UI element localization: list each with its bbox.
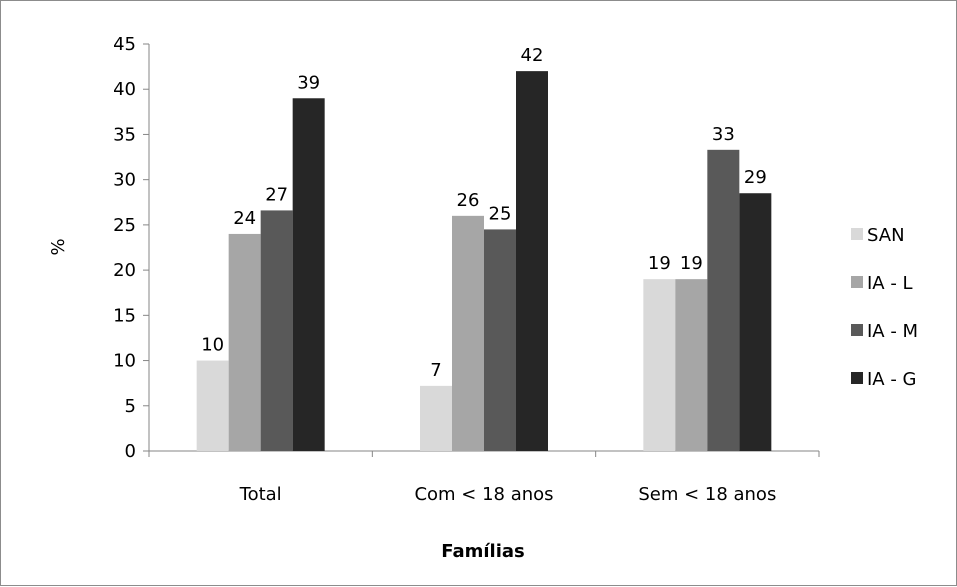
data-label: 7 bbox=[430, 360, 441, 381]
bar bbox=[484, 229, 516, 451]
bar bbox=[643, 279, 676, 451]
y-tick-label: 10 bbox=[113, 351, 136, 372]
bar bbox=[452, 215, 484, 451]
x-axis-title: Famílias bbox=[441, 541, 525, 562]
y-tick-label: 25 bbox=[113, 215, 136, 236]
data-label: 33 bbox=[712, 124, 735, 145]
y-tick-label: 40 bbox=[113, 79, 136, 100]
data-label: 29 bbox=[744, 167, 767, 188]
bar bbox=[196, 360, 229, 451]
data-label: 25 bbox=[489, 203, 512, 224]
bar bbox=[675, 279, 708, 451]
legend: SAN IA - L IA - M IA - G bbox=[851, 225, 918, 390]
data-label: 10 bbox=[201, 335, 224, 356]
data-label: 24 bbox=[233, 208, 256, 229]
y-tick-label: 45 bbox=[113, 34, 136, 55]
legend-swatch bbox=[851, 228, 863, 240]
bar bbox=[707, 149, 740, 451]
data-label: 39 bbox=[297, 72, 320, 93]
legend-swatch bbox=[851, 276, 863, 288]
y-tick-label: 20 bbox=[113, 260, 136, 281]
y-tick-label: 0 bbox=[125, 441, 136, 462]
y-axis-title: % bbox=[48, 238, 69, 255]
data-label: 42 bbox=[521, 45, 544, 66]
bar bbox=[420, 385, 452, 451]
x-category-label: Com < 18 anos bbox=[414, 484, 553, 505]
legend-label: IA - M bbox=[867, 321, 918, 342]
y-tick-label: 5 bbox=[125, 396, 136, 417]
legend-label: SAN bbox=[867, 225, 905, 246]
bar bbox=[260, 210, 293, 451]
y-axis: 0 5 10 15 20 25 30 35 40 45 bbox=[113, 34, 820, 462]
data-label: 19 bbox=[648, 253, 671, 274]
x-category-label: Total bbox=[239, 484, 282, 505]
y-tick-label: 30 bbox=[113, 170, 136, 191]
bar bbox=[739, 193, 772, 451]
y-tick-label: 35 bbox=[113, 124, 136, 145]
bar bbox=[228, 233, 261, 451]
bar bbox=[516, 71, 548, 451]
data-label: 27 bbox=[265, 184, 288, 205]
x-axis-categories: Total Com < 18 anos Sem < 18 anos bbox=[239, 484, 777, 505]
bar bbox=[292, 98, 325, 452]
data-label: 19 bbox=[680, 253, 703, 274]
data-label: 26 bbox=[457, 190, 480, 211]
legend-swatch bbox=[851, 372, 863, 384]
x-category-label: Sem < 18 anos bbox=[638, 484, 776, 505]
legend-swatch bbox=[851, 324, 863, 336]
legend-label: IA - L bbox=[867, 273, 913, 294]
legend-label: IA - G bbox=[867, 369, 917, 390]
y-tick-label: 15 bbox=[113, 305, 136, 326]
bars: 10 24 27 39 7 26 25 42 19 19 33 29 bbox=[196, 45, 772, 452]
